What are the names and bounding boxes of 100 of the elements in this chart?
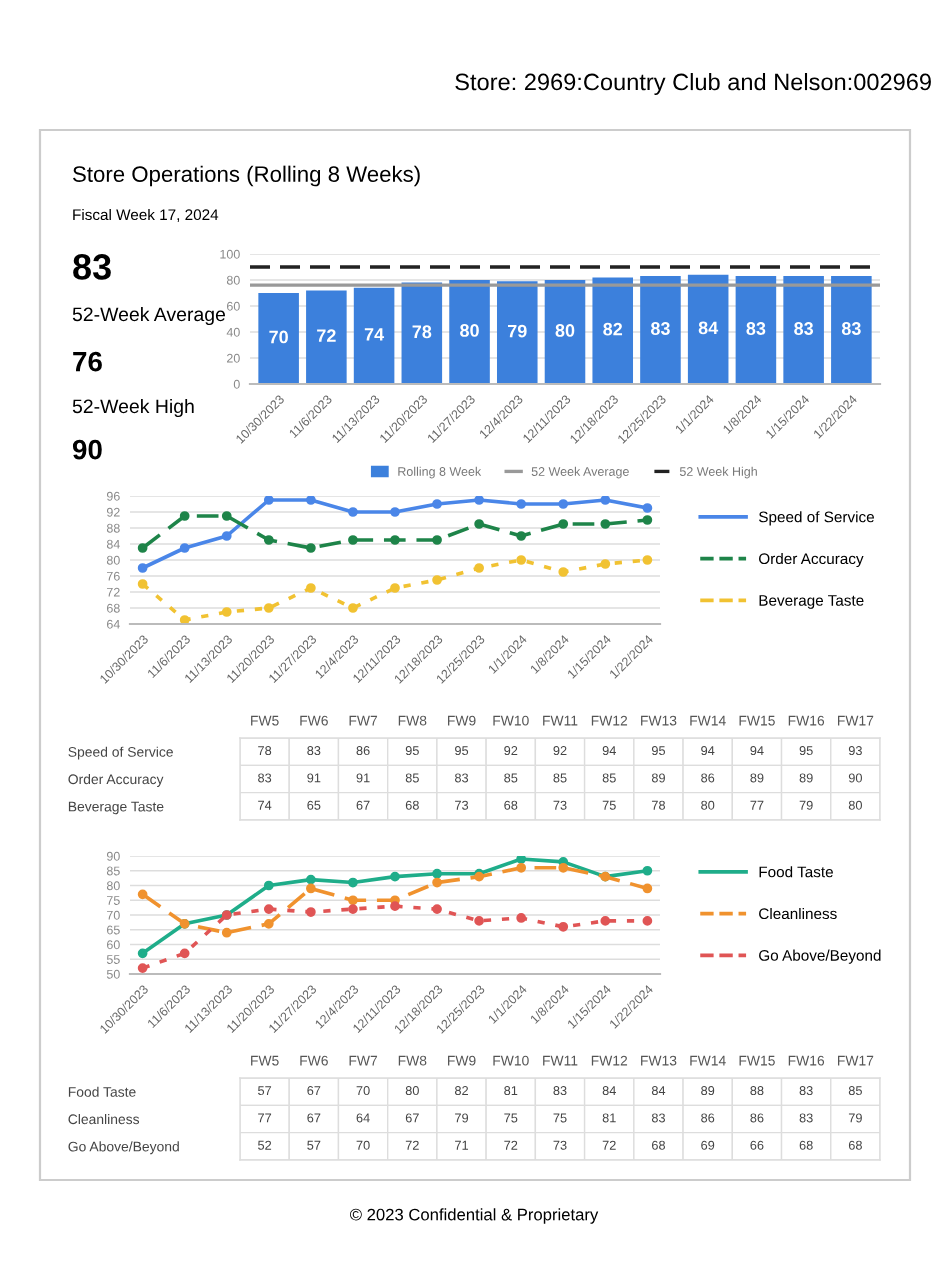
data-label: 80 <box>460 324 479 337</box>
point <box>642 515 653 525</box>
point <box>348 877 358 888</box>
bar <box>401 282 443 384</box>
bar <box>544 280 586 384</box>
point <box>474 916 484 926</box>
point <box>432 499 442 509</box>
point <box>221 927 232 938</box>
bar <box>449 280 490 384</box>
bar <box>831 276 872 384</box>
point <box>137 963 148 973</box>
data-label: 83 <box>746 322 766 335</box>
point <box>642 503 653 513</box>
data-label: 74 <box>364 328 385 341</box>
point <box>474 519 484 529</box>
text: 52-Week Average <box>72 306 226 326</box>
point <box>600 916 611 926</box>
data-label: 70 <box>269 330 288 344</box>
point <box>642 883 653 894</box>
data-label: 78 <box>412 325 432 339</box>
point <box>432 904 442 914</box>
data-label: 80 <box>555 324 575 337</box>
point <box>221 531 232 541</box>
point <box>221 511 232 521</box>
data-label: 79 <box>508 324 527 338</box>
data-label: 82 <box>603 322 623 336</box>
point <box>600 559 611 569</box>
point <box>306 907 316 917</box>
point <box>642 555 653 565</box>
point <box>390 871 400 882</box>
point <box>179 511 190 521</box>
data-label: 72 <box>317 329 336 342</box>
bar <box>306 290 347 384</box>
point <box>263 918 274 929</box>
data-label: 84 <box>698 321 719 335</box>
point <box>516 862 527 873</box>
bar <box>592 277 634 384</box>
point <box>516 555 527 565</box>
point <box>137 889 148 900</box>
point <box>390 901 400 912</box>
point <box>390 507 400 517</box>
point <box>642 916 653 926</box>
bar <box>353 287 395 384</box>
point <box>474 563 484 573</box>
point <box>474 496 484 505</box>
point <box>558 862 569 873</box>
point <box>432 575 442 585</box>
data-label: 83 <box>794 322 814 335</box>
data-label: 83 <box>841 322 861 335</box>
point <box>306 883 316 894</box>
point <box>179 543 190 553</box>
point <box>348 535 358 545</box>
point <box>600 496 611 505</box>
point <box>432 877 442 888</box>
point <box>263 603 274 613</box>
text: 52-Week High <box>72 398 194 418</box>
point <box>432 535 442 545</box>
point <box>516 856 527 864</box>
bar <box>735 276 777 384</box>
point <box>516 913 527 923</box>
point <box>348 895 358 906</box>
point <box>348 507 358 517</box>
point <box>432 868 442 879</box>
point <box>348 904 358 914</box>
point <box>642 865 653 876</box>
point <box>516 499 527 509</box>
point <box>348 603 358 613</box>
point <box>558 519 569 529</box>
point <box>137 579 148 589</box>
text: Store: 2969:Country Club and Nelson:002969 <box>455 73 931 95</box>
bar <box>783 276 824 384</box>
point <box>263 496 274 505</box>
point <box>137 543 148 553</box>
point <box>306 496 316 505</box>
point <box>516 531 527 541</box>
point <box>263 880 274 891</box>
bar <box>687 274 729 384</box>
point <box>600 519 611 529</box>
text: © 2023 Confidential & Proprietary <box>350 1208 599 1224</box>
point <box>263 535 274 545</box>
point <box>390 535 400 545</box>
point <box>558 921 569 932</box>
bar <box>258 293 299 384</box>
point <box>390 583 400 593</box>
data-label: 83 <box>650 322 670 335</box>
point <box>263 904 274 914</box>
point <box>137 563 148 573</box>
point <box>306 583 316 593</box>
point <box>179 615 190 624</box>
point <box>221 607 232 617</box>
point <box>306 874 316 885</box>
point <box>558 499 569 509</box>
point <box>306 543 316 553</box>
bar <box>496 281 538 384</box>
text: 83 <box>73 254 111 280</box>
point <box>558 567 569 577</box>
point <box>179 948 190 959</box>
point <box>137 948 148 959</box>
bar <box>640 276 681 384</box>
text: Store Operations (Rolling 8 Weeks) <box>73 165 420 187</box>
